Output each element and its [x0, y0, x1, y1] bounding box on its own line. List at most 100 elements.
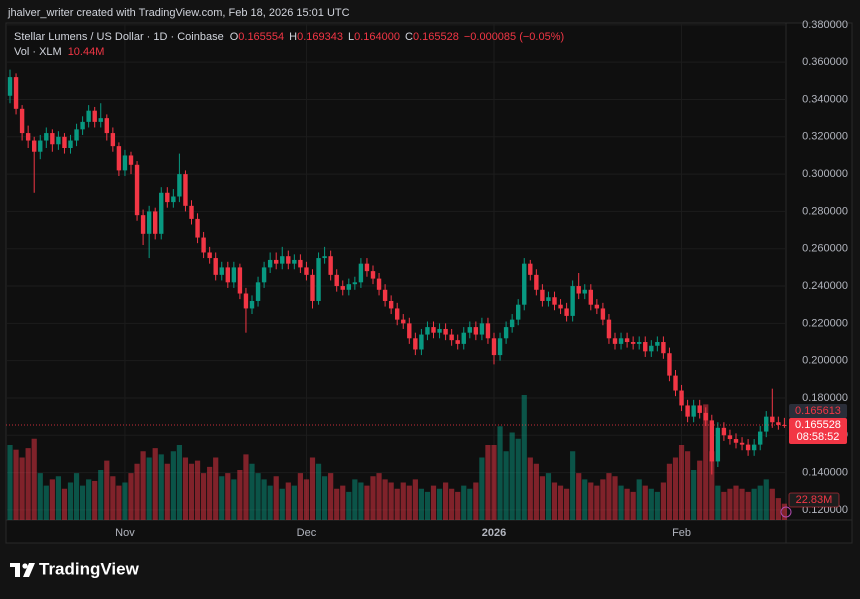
candle-body	[588, 289, 593, 305]
volume-bar	[388, 482, 394, 520]
volume-bar	[739, 488, 745, 520]
candle-body	[703, 412, 708, 421]
candle-body	[316, 258, 321, 301]
candle-body	[92, 110, 97, 122]
volume-bar	[394, 488, 400, 520]
volume-bar	[660, 482, 666, 520]
volume-bar	[509, 432, 515, 520]
volume-bar	[600, 479, 606, 520]
volume-bar	[745, 491, 751, 520]
x-tick-label: Nov	[115, 527, 135, 539]
volume-bar	[455, 491, 461, 520]
logo-part	[15, 563, 20, 577]
candle-body	[80, 121, 85, 130]
author-line: jhalver_writer created with TradingView.…	[7, 7, 350, 19]
candle-body	[153, 211, 158, 234]
candle-body	[98, 118, 103, 122]
volume-bar	[182, 457, 189, 520]
candle-body	[612, 338, 618, 344]
candle-body	[219, 267, 224, 275]
candle-body	[104, 118, 109, 134]
candle-body	[594, 304, 600, 309]
y-tick-label: 0.200000	[802, 355, 848, 367]
volume-bar	[436, 488, 443, 520]
candle-body	[770, 416, 775, 423]
volume-bar	[527, 457, 533, 520]
candle-layer	[6, 69, 787, 475]
candle-body	[177, 174, 182, 197]
volume-bar	[243, 454, 249, 520]
volume-bar	[430, 485, 437, 520]
volume-bar	[364, 485, 370, 520]
candle-body	[516, 304, 521, 320]
volume-bar	[612, 476, 618, 520]
candle-body	[630, 342, 636, 344]
candle-body	[86, 110, 91, 122]
ohlc-value: 0.169343	[297, 31, 343, 43]
volume-bar	[225, 473, 231, 520]
volume-bar	[303, 479, 310, 520]
volume-bar	[231, 479, 237, 520]
candle-body	[425, 327, 430, 335]
volume-bar	[654, 491, 660, 520]
volume-bar	[769, 488, 775, 520]
volume-bar	[279, 488, 285, 520]
volume-bar	[86, 479, 92, 520]
y-tick-label: 0.320000	[802, 131, 848, 143]
y-tick-label: 0.180000	[802, 392, 848, 404]
volume-tag	[788, 492, 840, 508]
volume-bar	[539, 476, 545, 520]
candle-body	[231, 267, 237, 283]
candle-body	[552, 297, 557, 305]
candle-body	[346, 284, 351, 290]
candle-body	[334, 274, 339, 287]
volume-bar	[170, 451, 176, 520]
candle-body	[491, 338, 497, 356]
candle-body	[62, 136, 67, 148]
volume-bar	[703, 404, 709, 520]
candle-body	[249, 300, 255, 309]
volume-bar	[570, 451, 576, 520]
volume-bar	[685, 451, 691, 520]
candle-body	[546, 297, 551, 301]
volume-bar	[636, 479, 642, 520]
volume-bar	[775, 498, 781, 520]
ohlc-letter: O	[230, 31, 239, 43]
candle-body	[479, 323, 485, 335]
candle-body	[7, 77, 13, 96]
candle-body	[443, 328, 448, 335]
candle-body	[74, 129, 79, 141]
candle-body	[13, 77, 19, 109]
legend: Stellar Lumens / US Dollar · 1D · Coinba…	[14, 31, 564, 43]
candle-body	[673, 375, 678, 391]
candle-body	[50, 133, 55, 145]
candle-body	[116, 146, 122, 171]
candle-body	[159, 192, 164, 234]
volume-bar	[594, 485, 600, 520]
candle-body	[358, 263, 364, 283]
volume-bar	[485, 445, 491, 520]
volume-bar	[176, 445, 182, 520]
candle-body	[503, 327, 509, 339]
volume-bar	[515, 438, 521, 520]
volume-bar	[557, 485, 564, 520]
volume-bar	[73, 473, 80, 520]
candle-body	[195, 218, 200, 238]
candle-body	[715, 427, 721, 462]
candle-body	[618, 338, 624, 344]
candle-body	[564, 308, 569, 316]
chart-frame	[5, 22, 853, 544]
volume-bar	[128, 473, 134, 520]
volume-bar	[461, 485, 467, 520]
volume-bar	[672, 457, 679, 520]
candle-body	[709, 420, 714, 462]
candle-body	[56, 136, 61, 145]
candle-body	[122, 155, 128, 171]
volume-bar	[55, 476, 61, 520]
volume-bar	[201, 473, 207, 520]
volume-bar	[140, 451, 146, 520]
volume-bar	[116, 485, 122, 520]
volume-bar	[551, 482, 558, 520]
candle-body	[733, 439, 739, 443]
